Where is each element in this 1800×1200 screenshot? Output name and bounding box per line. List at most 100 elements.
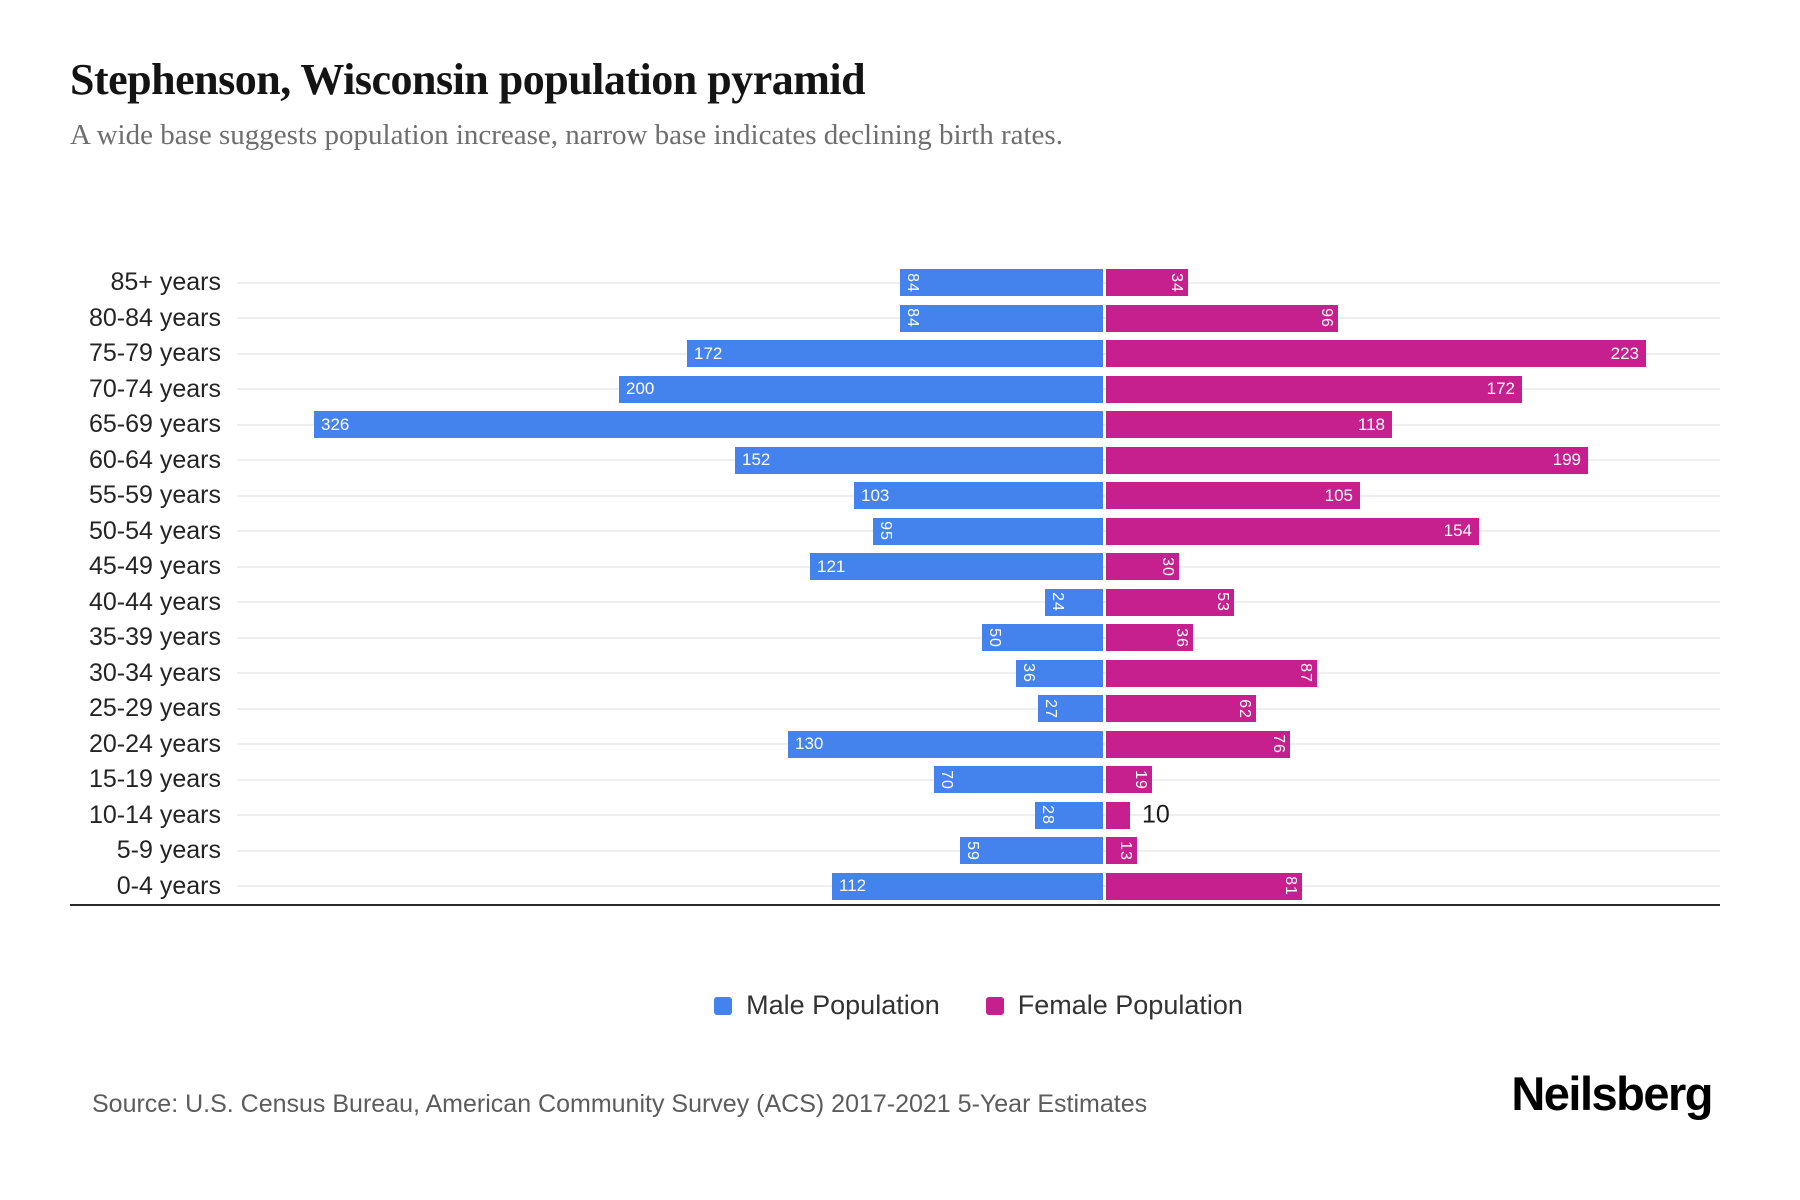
bar-value-label: 96 <box>1318 308 1335 329</box>
bar-value-label: 81 <box>1282 876 1299 897</box>
pyramid-row: 80-84 years 84 96 <box>70 301 1720 337</box>
age-group-label: 70-74 years <box>88 374 221 403</box>
age-group-label: 40-44 years <box>88 587 221 616</box>
bar-value-label: 154 <box>1443 521 1472 541</box>
female-bar: 118 <box>1106 411 1392 439</box>
bar-value-label: 152 <box>742 450 771 470</box>
male-swatch-icon <box>714 996 733 1015</box>
female-bar: 105 <box>1106 482 1360 510</box>
male-bar: 70 <box>934 766 1103 794</box>
male-bar: 172 <box>687 340 1103 368</box>
source-note: Source: U.S. Census Bureau, American Com… <box>92 1090 1148 1118</box>
bar-value-label: 27 <box>1042 698 1059 719</box>
pyramid-row: 70-74 years 200 172 <box>70 372 1720 408</box>
male-bar: 152 <box>735 446 1103 474</box>
bar-value-label: 326 <box>321 414 350 434</box>
plot-area: 121 30 <box>237 549 1720 585</box>
legend-item-female: Female Population <box>985 990 1243 1021</box>
female-bar <box>1106 801 1130 829</box>
male-bar: 84 <box>900 304 1103 332</box>
pyramid-row: 55-59 years 103 105 <box>70 478 1720 514</box>
age-group-label: 45-49 years <box>88 552 221 580</box>
male-bar: 112 <box>832 872 1103 900</box>
legend: Male Population Female Population <box>237 990 1720 1021</box>
age-group-label: 25-29 years <box>88 694 221 722</box>
brand-logo: Neilsberg <box>1511 1067 1713 1120</box>
plot-area: 152 199 <box>237 443 1720 479</box>
male-bar: 27 <box>1038 695 1103 723</box>
male-bar: 103 <box>854 482 1103 510</box>
bar-value-label: 70 <box>938 769 955 790</box>
bar-value-label: 103 <box>861 485 890 505</box>
plot-area: 172 223 <box>237 336 1720 372</box>
pyramid-row: 30-34 years 36 87 <box>70 656 1720 692</box>
bar-value-label: 223 <box>1610 343 1639 363</box>
pyramid-row: 5-9 years 59 13 <box>70 833 1720 869</box>
bar-value-label: 28 <box>1039 805 1056 826</box>
bar-value-label: 84 <box>904 308 921 329</box>
pyramid-row: 0-4 years 112 81 <box>70 869 1720 905</box>
age-group-label: 30-34 years <box>88 658 221 687</box>
plot-area: 70 19 <box>237 762 1720 798</box>
male-bar: 130 <box>788 730 1103 758</box>
plot-area: 24 53 <box>237 585 1720 621</box>
chart-subtitle: A wide base suggests population increase… <box>70 119 1063 151</box>
pyramid-row: 10-14 years 28 10 <box>70 798 1720 834</box>
pyramid-row: 75-79 years 172 223 <box>70 336 1720 372</box>
pyramid-row: 60-64 years 152 199 <box>70 443 1720 479</box>
female-bar: 154 <box>1106 517 1479 545</box>
bar-value-label: 50 <box>986 627 1003 648</box>
bar-value-label: 105 <box>1324 485 1353 505</box>
bar-value-label: 19 <box>1132 769 1149 790</box>
bar-value-label: 200 <box>626 379 655 399</box>
female-bar: 62 <box>1106 695 1256 723</box>
plot-area: 84 34 <box>237 265 1720 301</box>
female-bar: 96 <box>1106 304 1338 332</box>
age-group-label: 10-14 years <box>88 800 221 829</box>
bar-value-label: 199 <box>1552 450 1581 470</box>
bar-value-label: 172 <box>1486 379 1515 399</box>
bar-value-label: 112 <box>839 876 867 896</box>
male-bar: 95 <box>873 517 1103 545</box>
age-group-label: 15-19 years <box>88 765 221 793</box>
male-bar: 84 <box>900 269 1103 297</box>
bar-value-label: 87 <box>1297 663 1314 684</box>
pyramid-row: 50-54 years 95 154 <box>70 514 1720 550</box>
gridline <box>237 672 1720 675</box>
bar-value-label: 121 <box>817 556 846 576</box>
bar-value-label: 172 <box>694 343 723 363</box>
bar-value-label: 118 <box>1357 414 1385 434</box>
plot-area: 200 172 <box>237 372 1720 408</box>
female-bar: 13 <box>1106 837 1137 865</box>
male-bar: 326 <box>314 411 1103 439</box>
pyramid-row: 20-24 years 130 76 <box>70 727 1720 763</box>
plot-area: 103 105 <box>237 478 1720 514</box>
male-bar: 50 <box>982 624 1103 652</box>
male-bar: 121 <box>810 553 1103 581</box>
bar-value-label: 34 <box>1168 272 1185 293</box>
age-group-label: 20-24 years <box>88 729 221 758</box>
pyramid-row: 35-39 years 50 36 <box>70 620 1720 656</box>
plot-area: 36 87 <box>237 656 1720 692</box>
female-swatch-icon <box>985 996 1004 1015</box>
gridline <box>237 636 1720 639</box>
population-pyramid: 85+ years 84 34 80-84 years 84 96 75-79 years 1… <box>70 265 1720 906</box>
pyramid-row: 40-44 years 24 53 <box>70 585 1720 621</box>
bar-value-label: 62 <box>1236 698 1253 719</box>
plot-area: 326 118 <box>237 407 1720 443</box>
age-group-label: 75-79 years <box>88 339 221 367</box>
male-bar: 24 <box>1045 588 1103 616</box>
bar-value-label: 24 <box>1049 592 1066 613</box>
legend-label: Male Population <box>746 990 940 1020</box>
bar-value-label: 36 <box>1173 627 1190 648</box>
bar-value-label: 36 <box>1020 663 1037 684</box>
plot-area: 84 96 <box>237 301 1720 337</box>
bar-value-label: 84 <box>904 272 921 293</box>
age-group-label: 0-4 years <box>116 871 221 900</box>
pyramid-row: 15-19 years 70 19 <box>70 762 1720 798</box>
male-bar: 59 <box>960 837 1103 865</box>
age-group-label: 60-64 years <box>88 445 221 474</box>
legend-label: Female Population <box>1017 990 1243 1020</box>
plot-area: 130 76 <box>237 727 1720 763</box>
